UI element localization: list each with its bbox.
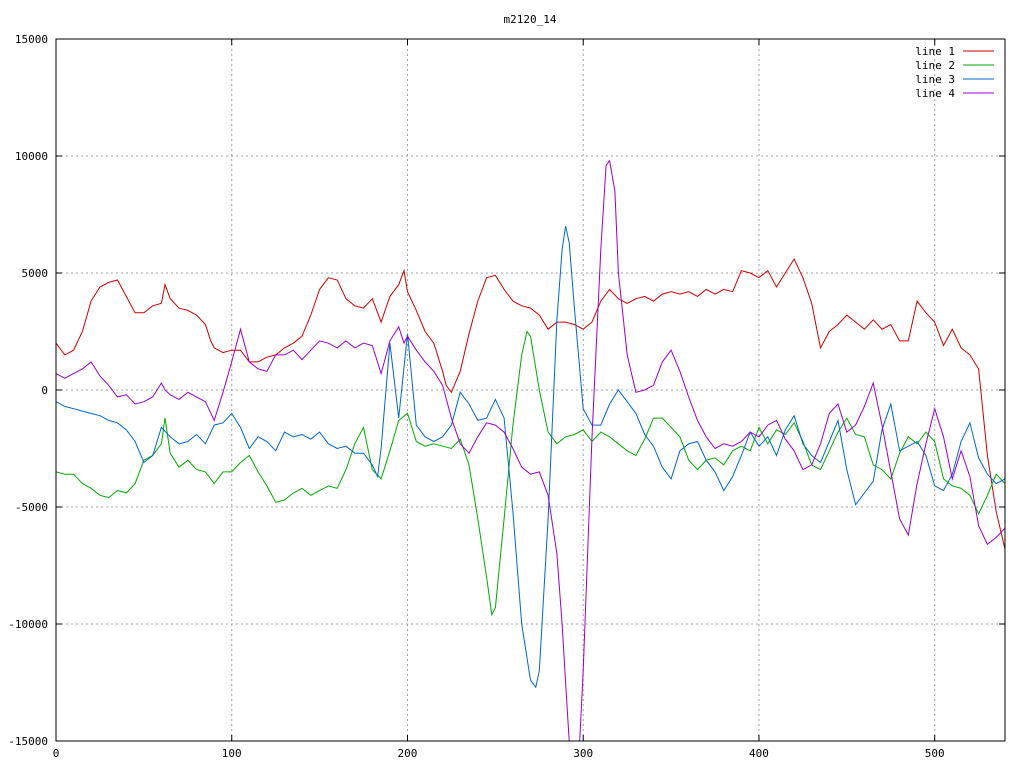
tick-marks: [55, 38, 1005, 742]
y-tick-label: 10000: [15, 150, 48, 163]
legend-label: line 3: [915, 73, 955, 86]
series-line-3: [56, 226, 1005, 689]
legend-label: line 2: [915, 59, 955, 72]
x-tick-label: 100: [222, 747, 242, 760]
series-line-4: [56, 159, 1005, 741]
legend-label: line 1: [915, 45, 955, 58]
x-tick-label: 400: [749, 747, 769, 760]
y-tick-label: -5000: [15, 501, 48, 514]
legend-label: line 4: [915, 87, 955, 100]
series-layer: [56, 159, 1005, 741]
grid-lines: [56, 39, 1005, 741]
series-line-1: [56, 257, 1005, 550]
y-tick-label: 5000: [22, 267, 49, 280]
y-tick-label: -10000: [8, 618, 48, 631]
y-tick-labels: -15000 -10000 -5000 0 5000 10000 15000: [8, 33, 48, 748]
x-tick-label: 0: [53, 747, 60, 760]
y-tick-label: -15000: [8, 735, 48, 748]
x-tick-label: 200: [398, 747, 418, 760]
x-tick-labels: 0 100 200 300 400 500: [53, 747, 945, 760]
chart-title: m2120_14: [504, 13, 557, 26]
x-tick-label: 500: [925, 747, 945, 760]
series-line-2: [56, 330, 1005, 617]
y-tick-label: 0: [41, 384, 48, 397]
x-tick-label: 300: [573, 747, 593, 760]
y-tick-label: 15000: [15, 33, 48, 46]
